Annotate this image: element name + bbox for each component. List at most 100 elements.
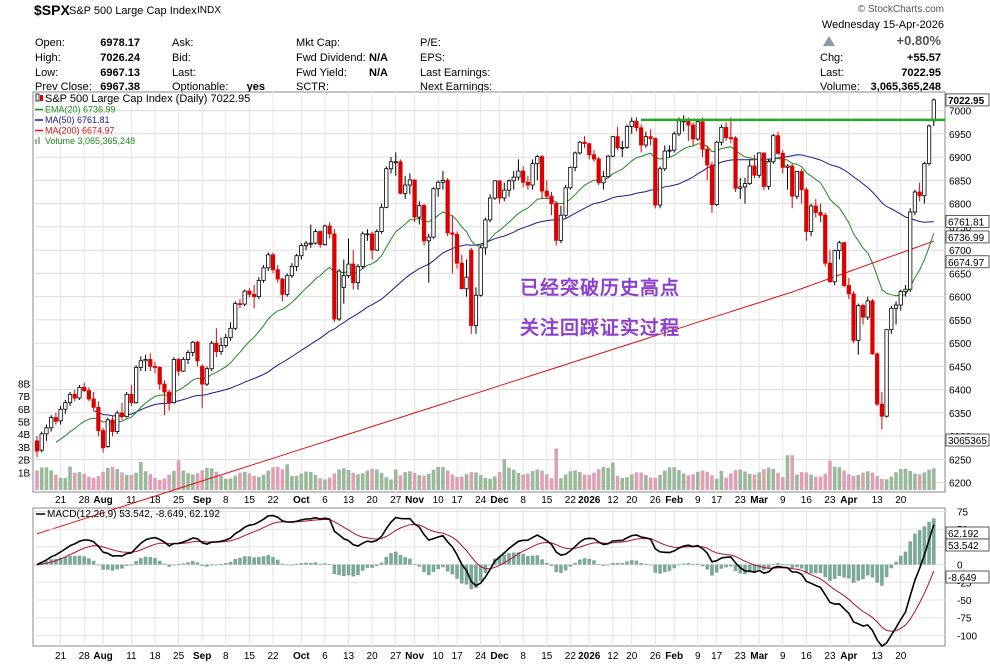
- x-tick-label: Nov: [405, 651, 424, 662]
- candle-body: [110, 419, 115, 432]
- label-next-earnings: Next Earnings:: [420, 81, 493, 93]
- volume-bar: [696, 471, 700, 490]
- macd-histogram-bar: [870, 564, 875, 578]
- volume-tick-label: 3B: [18, 443, 31, 454]
- volume-bar: [705, 471, 710, 490]
- candle-body: [105, 419, 110, 447]
- volume-bar: [611, 462, 615, 490]
- volume-bar: [828, 460, 832, 490]
- x-tick-label: 16: [801, 495, 813, 506]
- x-tick-label: 26: [650, 651, 662, 662]
- volume-bar: [389, 479, 393, 490]
- macd-histogram-bar: [464, 564, 469, 585]
- volume-bar: [224, 478, 228, 490]
- candle-body: [426, 236, 431, 242]
- x-tick-label: 25: [173, 651, 185, 662]
- x-tick-label: 28: [79, 651, 91, 662]
- candle-body: [676, 120, 682, 135]
- x-tick-label: 23: [824, 651, 836, 662]
- x-tick-label: 10: [433, 651, 445, 662]
- volume-bar: [644, 474, 648, 490]
- volume-bar: [544, 474, 549, 490]
- annotation-line-2: 关注回踩证实过程: [520, 317, 681, 339]
- volume-bar: [304, 471, 308, 490]
- macd-histogram-bar: [478, 564, 483, 581]
- candle-body: [393, 161, 398, 164]
- volume-bar: [573, 470, 577, 490]
- candle-body: [591, 154, 597, 160]
- candle-body: [228, 327, 233, 338]
- volume-bar: [780, 477, 785, 490]
- macd-histogram-bar: [917, 530, 922, 565]
- volume-bar: [190, 474, 195, 490]
- label-low: Low:: [35, 67, 59, 79]
- candle-body: [615, 136, 620, 149]
- candle-body: [709, 164, 715, 205]
- candle-body: [77, 386, 82, 399]
- volume-bar: [856, 474, 861, 490]
- candle-body: [407, 179, 412, 186]
- candle-body: [889, 307, 894, 331]
- candle-body: [403, 184, 408, 194]
- volume-bar: [530, 471, 535, 490]
- price-tick-label: 6550: [949, 316, 972, 327]
- x-tick-label: 22: [267, 495, 279, 506]
- x-tick-label: 25: [173, 495, 185, 506]
- candle-body: [879, 403, 884, 417]
- candle-body: [587, 143, 592, 156]
- candle-body: [119, 412, 125, 418]
- volume-bar: [719, 470, 724, 490]
- x-tick-label: 8: [520, 495, 526, 506]
- candle-body: [771, 135, 776, 163]
- annotation-line-1: 已经突破历史高点: [520, 277, 681, 299]
- volume-bar: [913, 473, 917, 490]
- candle-body: [908, 211, 913, 290]
- volume-bar: [143, 471, 148, 490]
- volume-bar: [880, 478, 884, 490]
- value-label-text: 6674.97: [948, 258, 985, 269]
- candle-body: [752, 165, 757, 176]
- macd-histogram-bar: [861, 564, 865, 580]
- candle-body: [370, 233, 375, 251]
- volume-bar: [275, 466, 280, 490]
- volume-bar: [370, 468, 374, 490]
- macd-histogram-bar: [162, 563, 167, 565]
- candle-body: [289, 266, 294, 277]
- candle-body: [473, 294, 479, 326]
- volume-bar: [875, 475, 879, 490]
- x-tick-label: 12: [607, 495, 619, 506]
- macd-histogram-bar: [667, 564, 672, 571]
- x-tick-label: 17: [452, 495, 464, 506]
- volume-bar: [49, 470, 53, 490]
- volume-bar: [653, 477, 658, 490]
- macd-histogram-bar: [804, 564, 809, 574]
- x-tick-label: 17: [711, 495, 723, 506]
- macd-histogram-bar: [554, 564, 558, 572]
- x-tick-label: 22: [565, 495, 577, 506]
- candle-body: [308, 242, 313, 245]
- macd-histogram-bar: [342, 564, 346, 577]
- volume-bar: [134, 472, 138, 490]
- candle-body: [336, 270, 342, 320]
- label-last-earnings: Last Earnings:: [420, 67, 491, 79]
- macd-histogram-bar: [747, 564, 752, 573]
- volume-bar: [729, 473, 733, 490]
- volume-bar: [549, 478, 554, 490]
- macd-histogram-bar: [601, 564, 606, 566]
- macd-histogram-bar: [304, 562, 308, 565]
- label-prev-close: Prev Close:: [35, 81, 92, 93]
- macd-histogram-bar: [58, 557, 63, 565]
- quote-label-2: Volume:: [820, 81, 860, 93]
- volume-bar: [733, 470, 738, 490]
- x-tick-label: 2026: [578, 651, 601, 662]
- x-tick-label: 21: [55, 651, 67, 662]
- volume-bar: [285, 464, 289, 490]
- x-tick-label: 23: [735, 495, 747, 506]
- volume-bar: [384, 477, 389, 490]
- candle-body: [365, 233, 370, 236]
- macd-histogram-bar: [488, 564, 492, 566]
- candle-body: [129, 393, 134, 404]
- label-high: High:: [35, 52, 61, 64]
- macd-histogram-bar: [195, 562, 200, 565]
- macd-histogram-bar: [691, 564, 695, 566]
